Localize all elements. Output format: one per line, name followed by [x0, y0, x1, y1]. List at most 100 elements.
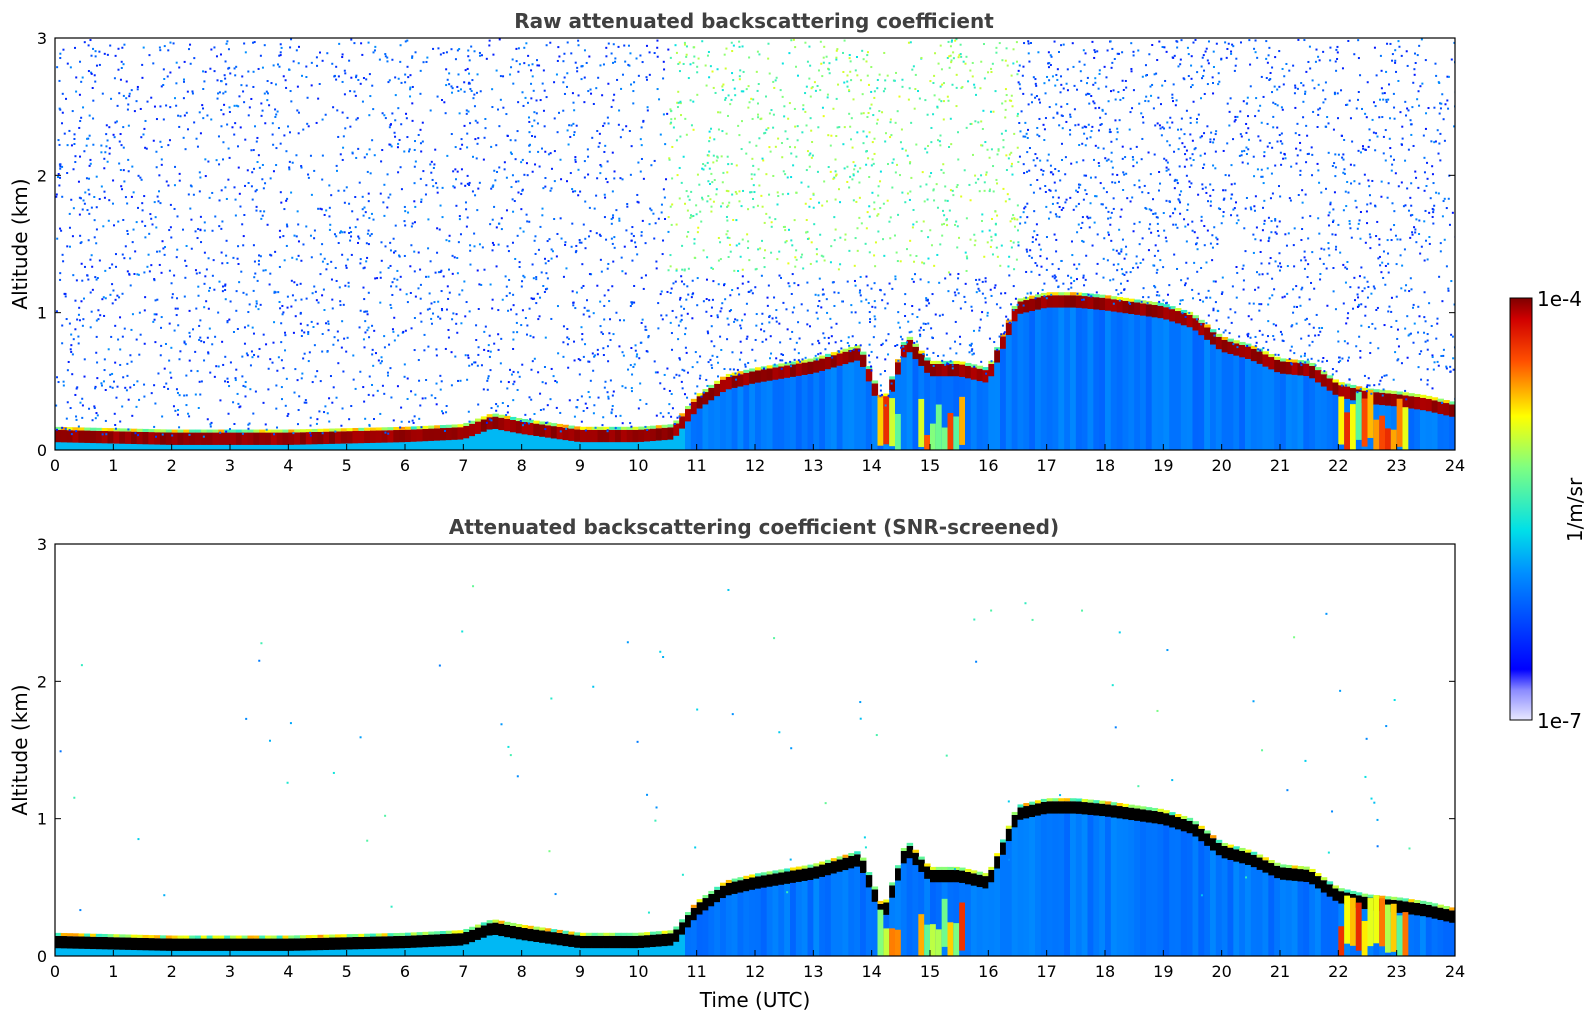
noise-cell: [178, 125, 181, 128]
noise-cell: [632, 90, 635, 93]
noise-cell: [1084, 144, 1087, 147]
noise-cell: [976, 283, 979, 286]
noise-cell: [528, 307, 531, 310]
noise-cell: [682, 62, 685, 65]
noise-cell: [491, 218, 494, 221]
noise-cell: [61, 342, 64, 345]
noise-cell: [1212, 307, 1215, 310]
noise-cell: [933, 199, 936, 202]
noise-cell: [119, 133, 122, 136]
noise-cell: [530, 97, 533, 100]
noise-cell: [157, 200, 160, 203]
noise-cell: [505, 113, 508, 116]
noise-cell: [869, 321, 872, 324]
noise-cell: [1060, 208, 1063, 211]
noise-cell: [1373, 46, 1376, 49]
noise-cell: [389, 303, 392, 306]
layer-cell: [428, 428, 435, 441]
layer-cell: [1449, 404, 1455, 417]
layer-cell: [1408, 396, 1415, 409]
layer-cell: [889, 379, 896, 392]
noise-cell: [793, 348, 796, 351]
bl-cell: [533, 435, 540, 450]
fringe-cell: [352, 427, 359, 431]
noise-cell: [571, 290, 574, 293]
noise-cell: [335, 65, 338, 68]
noise-cell: [1126, 197, 1129, 200]
noise-cell: [1305, 161, 1308, 164]
noise-cell: [182, 78, 185, 81]
noise-cell: [566, 327, 569, 330]
fringe-cell: [1250, 345, 1258, 349]
noise-cell: [468, 59, 471, 62]
noise-cell: [952, 51, 955, 54]
noise-cell: [598, 233, 601, 236]
noise-cell: [785, 240, 788, 243]
fringe-cell: [1350, 384, 1357, 388]
noise-cell: [105, 433, 108, 436]
noise-cell: [411, 419, 414, 422]
noise-cell: [479, 90, 482, 93]
noise-cell: [678, 61, 681, 64]
layer-cell: [1110, 299, 1118, 312]
layer-cell: [591, 429, 599, 443]
noise-cell: [273, 291, 276, 294]
bl-cell: [265, 444, 272, 450]
noise-cell: [1336, 45, 1339, 48]
noise-cell: [1431, 387, 1434, 390]
noise-cell: [459, 379, 462, 382]
noise-cell: [670, 118, 673, 121]
noise-cell: [1347, 356, 1350, 359]
noise-cell: [1431, 354, 1434, 357]
noise-cell: [307, 333, 310, 336]
noise-cell: [1252, 233, 1255, 236]
noise-cell: [763, 256, 766, 259]
noise-cell: [1202, 75, 1205, 78]
fringe-cell: [1215, 333, 1223, 337]
noise-cell: [78, 196, 81, 199]
noise-cell: [1075, 205, 1078, 208]
noise-cell: [1257, 348, 1260, 351]
noise-cell: [573, 340, 576, 343]
noise-cell: [1267, 240, 1270, 243]
noise-cell: [548, 238, 551, 241]
noise-cell: [676, 106, 679, 109]
noise-cell: [143, 342, 146, 345]
noise-cell: [1010, 165, 1013, 168]
noise-cell: [92, 143, 95, 146]
noise-cell: [89, 258, 92, 261]
noise-cell: [477, 137, 480, 140]
noise-cell: [1369, 202, 1372, 205]
layer-cell: [206, 432, 214, 445]
noise-cell: [955, 86, 958, 89]
noise-cell: [1378, 255, 1381, 258]
noise-cell: [253, 276, 256, 279]
noise-cell: [630, 390, 633, 393]
noise-cell: [517, 191, 520, 194]
noise-cell: [193, 57, 196, 60]
noise-cell: [531, 360, 534, 363]
fringe-cell: [1011, 305, 1019, 309]
noise-cell: [582, 355, 585, 358]
noise-cell: [207, 351, 210, 354]
noise-cell: [1438, 142, 1441, 145]
noise-cell: [244, 138, 247, 141]
noise-cell: [1032, 159, 1035, 162]
noise-cell: [128, 95, 131, 98]
noise-cell: [434, 271, 437, 274]
noise-cell: [1016, 73, 1019, 76]
noise-cell: [124, 196, 127, 199]
noise-cell: [431, 178, 434, 181]
noise-cell: [350, 405, 353, 408]
noise-cell: [345, 350, 348, 353]
layer-cell: [142, 431, 149, 445]
noise-cell: [990, 235, 993, 238]
bl-cell: [370, 442, 377, 450]
noise-cell: [757, 168, 760, 171]
noise-cell: [1050, 55, 1053, 58]
noise-cell: [379, 271, 382, 274]
noise-cell: [767, 57, 770, 60]
noise-cell: [331, 62, 334, 65]
noise-cell: [1043, 139, 1046, 142]
noise-cell: [324, 405, 327, 408]
